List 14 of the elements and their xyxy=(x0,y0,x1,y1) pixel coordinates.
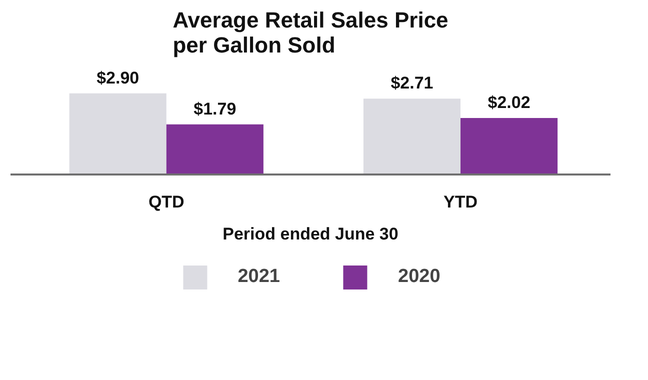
data-label: $2.90 xyxy=(96,68,140,88)
chart-title: Average Retail Sales Price per Gallon Sold xyxy=(172,8,448,58)
bar xyxy=(69,93,166,174)
bar xyxy=(166,124,264,174)
bar xyxy=(363,98,460,174)
legend-label: 2020 xyxy=(398,266,440,288)
data-label: $2.71 xyxy=(390,74,434,93)
bar xyxy=(460,118,558,174)
data-label: $1.79 xyxy=(194,99,236,118)
legend-label: 2021 xyxy=(238,266,280,288)
x-tick-label: QTD xyxy=(148,192,184,212)
x-axis-title: Period ended June 30 xyxy=(222,224,398,244)
x-tick-label: YTD xyxy=(444,192,478,212)
data-label: $2.02 xyxy=(488,92,530,112)
